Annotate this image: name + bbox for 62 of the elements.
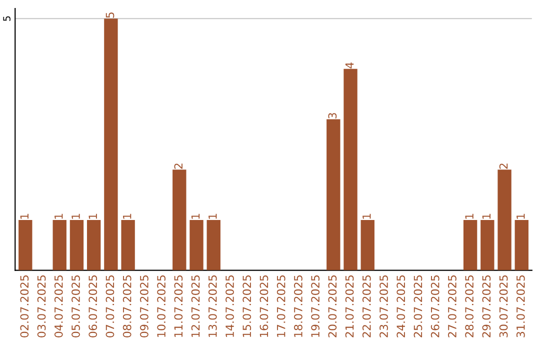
x-tick-label: 08.07.2025 <box>122 275 132 338</box>
x-tick-label: 19.07.2025 <box>311 275 320 337</box>
bar <box>514 220 528 270</box>
bar <box>70 220 84 270</box>
x-tick-label: 09.07.2025 <box>140 275 148 338</box>
x-tick-label: 15.07.2025 <box>242 275 252 337</box>
data-label: 1 <box>72 214 80 219</box>
data-label: 1 <box>465 214 474 219</box>
data-label: 2 <box>499 164 508 169</box>
x-tick-label: 02.07.2025 <box>20 275 29 338</box>
x-tick-label: 18.07.2025 <box>294 275 302 337</box>
x-tick-label: 26.07.2025 <box>430 275 440 338</box>
x-tick-label: 27.07.2025 <box>448 275 456 338</box>
data-label: 1 <box>54 214 63 219</box>
x-tick-label: 25.07.2025 <box>414 275 422 338</box>
data-label: 1 <box>123 214 132 219</box>
x-tick-label: 20.07.2025 <box>328 275 337 338</box>
bar <box>480 220 494 270</box>
data-label: 1 <box>88 214 97 219</box>
bar <box>18 220 32 270</box>
x-tick-label: 06.07.2025 <box>88 275 98 338</box>
x-tick-label: 05.07.2025 <box>72 275 80 338</box>
bar <box>463 220 478 270</box>
x-tick-label: 17.07.2025 <box>276 275 286 337</box>
data-label: 2 <box>174 164 182 169</box>
data-label: 1 <box>516 214 525 219</box>
x-tick-label: 04.07.2025 <box>54 275 63 338</box>
bar <box>344 68 358 270</box>
x-tick-label: 10.07.2025 <box>157 275 166 337</box>
data-label: 5 <box>106 12 114 18</box>
bar <box>121 220 135 270</box>
x-tick-label: 29.07.2025 <box>482 275 491 338</box>
x-tick-label: 11.07.2025 <box>174 275 183 337</box>
bar <box>326 119 340 270</box>
bar <box>172 170 186 270</box>
x-tick-label: 22.07.2025 <box>362 275 371 338</box>
data-label: 3 <box>328 113 337 118</box>
bar <box>360 220 374 270</box>
data-label: 1 <box>20 214 28 219</box>
x-tick-label: 30.07.2025 <box>499 275 508 338</box>
x-tick-label: 23.07.2025 <box>380 275 388 338</box>
bar <box>52 220 66 270</box>
bar <box>86 220 101 270</box>
x-tick-label: 07.07.2025 <box>106 275 114 338</box>
data-label: 1 <box>208 214 217 219</box>
data-label: 1 <box>191 214 200 219</box>
data-label: 1 <box>362 214 371 219</box>
bar <box>190 220 204 270</box>
x-tick-label: 14.07.2025 <box>226 275 234 337</box>
bar <box>498 170 512 270</box>
x-tick-label: 03.07.2025 <box>37 275 46 338</box>
bar <box>206 220 220 270</box>
x-tick-label: 28.07.2025 <box>465 275 474 338</box>
x-tick-label: 21.07.2025 <box>345 275 354 338</box>
x-tick-label: 31.07.2025 <box>516 275 525 338</box>
x-tick-label: 13.07.2025 <box>208 275 217 337</box>
data-label: 4 <box>345 62 354 68</box>
data-label: 1 <box>482 214 490 219</box>
x-tick-label: 16.07.2025 <box>260 275 268 337</box>
bar <box>104 18 118 270</box>
x-tick-label: 24.07.2025 <box>396 275 406 338</box>
x-tick-label: 12.07.2025 <box>191 275 200 337</box>
